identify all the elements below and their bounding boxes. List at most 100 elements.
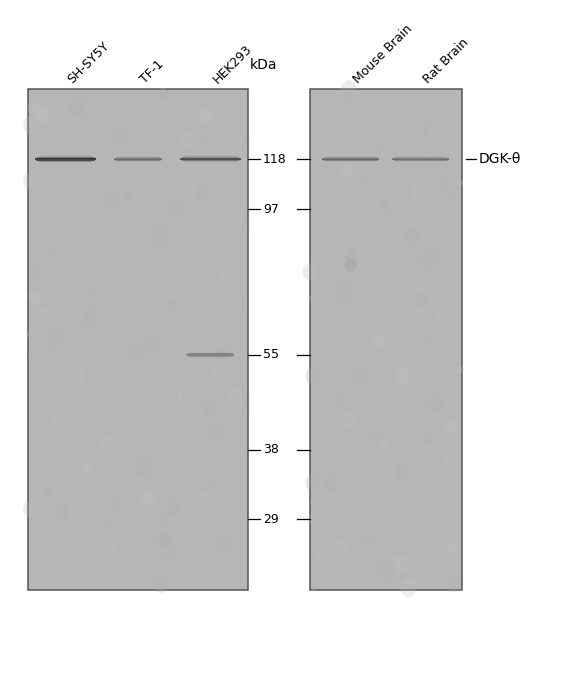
- Circle shape: [23, 501, 35, 517]
- Circle shape: [134, 228, 150, 248]
- Circle shape: [33, 305, 48, 324]
- Text: 29: 29: [263, 512, 279, 525]
- Circle shape: [449, 542, 458, 552]
- Circle shape: [305, 368, 319, 385]
- Circle shape: [450, 146, 458, 155]
- Circle shape: [117, 130, 126, 142]
- Circle shape: [373, 556, 380, 565]
- Circle shape: [95, 524, 111, 543]
- Circle shape: [219, 268, 229, 280]
- Circle shape: [422, 238, 434, 252]
- Circle shape: [232, 393, 247, 412]
- Circle shape: [405, 227, 421, 246]
- Circle shape: [378, 176, 391, 191]
- Circle shape: [215, 211, 227, 227]
- Circle shape: [400, 577, 417, 597]
- Circle shape: [410, 379, 420, 392]
- Circle shape: [42, 92, 47, 99]
- Circle shape: [422, 121, 433, 134]
- Text: DGK-θ: DGK-θ: [479, 152, 521, 166]
- Circle shape: [372, 326, 378, 333]
- Circle shape: [385, 252, 396, 266]
- Circle shape: [307, 514, 315, 523]
- Circle shape: [55, 503, 70, 521]
- Circle shape: [352, 351, 362, 362]
- Circle shape: [442, 180, 449, 188]
- Circle shape: [440, 436, 453, 451]
- Circle shape: [377, 309, 387, 322]
- Circle shape: [48, 258, 60, 272]
- Circle shape: [446, 575, 461, 592]
- Circle shape: [155, 578, 167, 593]
- Circle shape: [39, 306, 50, 319]
- Circle shape: [168, 473, 175, 482]
- Circle shape: [365, 230, 369, 237]
- Circle shape: [232, 213, 244, 228]
- Circle shape: [158, 532, 171, 547]
- Circle shape: [35, 106, 50, 123]
- Circle shape: [321, 421, 331, 432]
- Circle shape: [232, 297, 242, 309]
- Circle shape: [114, 499, 121, 507]
- Circle shape: [414, 543, 425, 556]
- Circle shape: [341, 80, 357, 99]
- Circle shape: [373, 335, 384, 348]
- Circle shape: [184, 97, 191, 106]
- Circle shape: [413, 284, 422, 295]
- Circle shape: [43, 91, 51, 101]
- Circle shape: [322, 131, 331, 142]
- Circle shape: [409, 395, 417, 405]
- Circle shape: [365, 194, 371, 201]
- Circle shape: [394, 463, 408, 480]
- Circle shape: [79, 253, 90, 266]
- Circle shape: [181, 132, 194, 149]
- Circle shape: [204, 403, 214, 416]
- Circle shape: [355, 213, 367, 226]
- Circle shape: [109, 449, 118, 459]
- Circle shape: [221, 457, 234, 473]
- Circle shape: [89, 292, 93, 296]
- Circle shape: [365, 183, 369, 187]
- Text: TF-1: TF-1: [138, 58, 167, 86]
- Circle shape: [47, 232, 62, 250]
- Circle shape: [435, 307, 449, 324]
- Circle shape: [415, 298, 426, 310]
- Circle shape: [390, 456, 404, 473]
- Circle shape: [417, 322, 426, 333]
- Circle shape: [236, 460, 243, 469]
- Text: 97: 97: [263, 203, 279, 216]
- Circle shape: [409, 303, 425, 323]
- Circle shape: [302, 263, 317, 281]
- Circle shape: [216, 346, 230, 362]
- Circle shape: [138, 473, 144, 480]
- Circle shape: [162, 539, 177, 557]
- Circle shape: [324, 477, 336, 492]
- Circle shape: [429, 126, 440, 139]
- Circle shape: [200, 107, 213, 124]
- Circle shape: [137, 460, 152, 478]
- Circle shape: [190, 303, 200, 315]
- Circle shape: [71, 367, 86, 386]
- Circle shape: [361, 176, 368, 185]
- Circle shape: [356, 541, 372, 560]
- Circle shape: [141, 373, 145, 379]
- Circle shape: [108, 261, 119, 274]
- Circle shape: [422, 247, 439, 268]
- Circle shape: [398, 258, 404, 265]
- Circle shape: [430, 394, 441, 409]
- Circle shape: [87, 574, 93, 581]
- Circle shape: [195, 550, 200, 556]
- Circle shape: [28, 289, 39, 303]
- Circle shape: [310, 497, 318, 507]
- Circle shape: [445, 418, 455, 431]
- Circle shape: [447, 335, 451, 340]
- Circle shape: [332, 540, 348, 560]
- Circle shape: [378, 215, 384, 222]
- Circle shape: [42, 176, 46, 181]
- Circle shape: [210, 367, 224, 383]
- Circle shape: [361, 283, 371, 295]
- Circle shape: [312, 586, 316, 591]
- Circle shape: [342, 279, 347, 284]
- Circle shape: [334, 295, 340, 303]
- Circle shape: [367, 305, 380, 322]
